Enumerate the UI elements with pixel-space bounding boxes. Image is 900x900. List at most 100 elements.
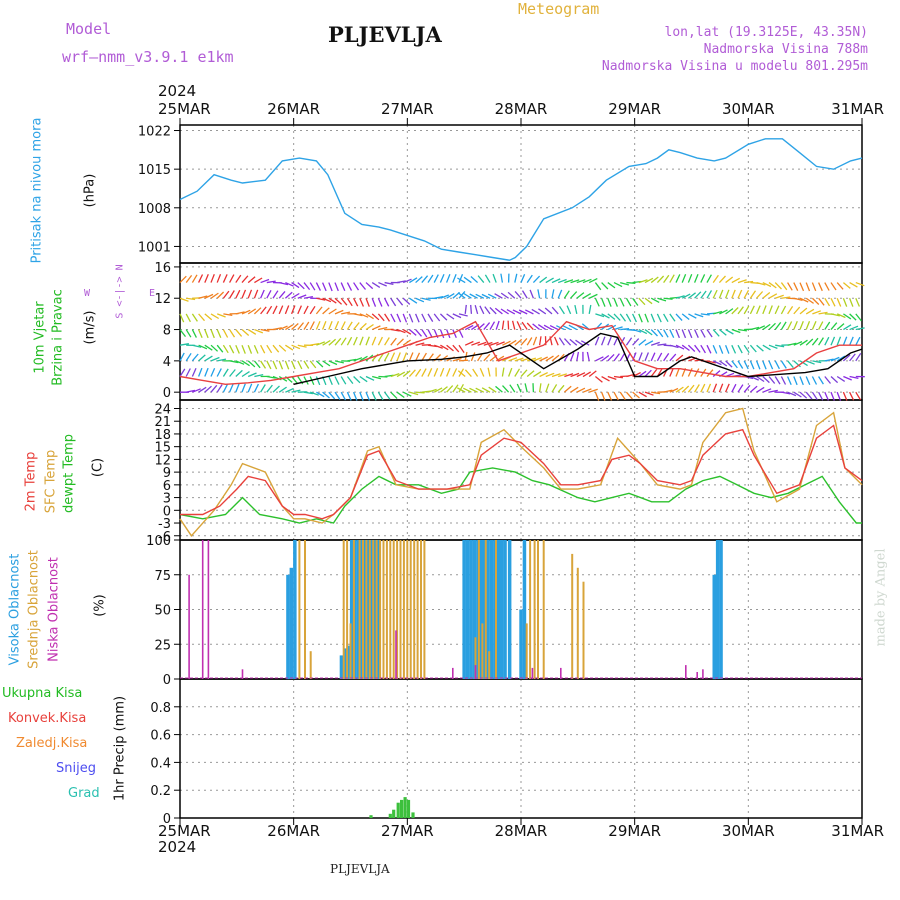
precip-bar	[396, 802, 400, 818]
mid-cloud-bar	[571, 553, 574, 679]
wind-arrow	[396, 280, 406, 284]
wind-arrow	[272, 290, 279, 299]
wind-arrow	[650, 369, 658, 377]
pressure-line	[179, 138, 863, 261]
wind-arrow	[484, 274, 491, 283]
wind-arrow	[780, 282, 788, 291]
wind-arrow	[247, 360, 256, 368]
wind-arrow	[452, 273, 457, 283]
wind-arrow	[613, 281, 623, 288]
wind-arrow	[749, 344, 757, 353]
wind-arrow	[272, 385, 280, 393]
wind-arrow	[724, 289, 730, 299]
wind-arrow	[842, 282, 851, 289]
wind-arrow	[458, 274, 464, 283]
wind-arrow	[266, 344, 273, 354]
wind-arrow	[768, 282, 777, 289]
wind-arrow	[588, 304, 592, 315]
wind-arrow	[507, 367, 513, 377]
wind-arrow	[632, 391, 640, 399]
wind-arrow	[179, 352, 185, 362]
wind-arrow	[675, 344, 685, 350]
high-cloud-bar	[360, 540, 364, 679]
precip-bar	[388, 813, 392, 818]
wind-arrow	[545, 277, 554, 284]
wind-arrow	[632, 328, 642, 333]
wind-arrow	[836, 297, 842, 307]
wind-arrow	[440, 344, 449, 351]
wind-arrow	[278, 305, 284, 315]
wind-arrow	[241, 289, 247, 299]
wind-arrow	[663, 389, 673, 393]
wind-arrow	[402, 352, 408, 362]
wind-arrow	[712, 370, 721, 378]
wind-arrow	[694, 368, 700, 377]
wind-arrow	[179, 275, 187, 284]
mid-cloud-bar	[409, 540, 412, 679]
wind-arrow	[842, 336, 848, 346]
wind-arrow	[346, 376, 354, 384]
wind-arrow	[644, 277, 654, 284]
date-label-top: 27MAR	[381, 100, 434, 118]
wind-arrow	[272, 305, 278, 315]
mid-cloud-bar	[382, 540, 385, 679]
wind-arrow	[600, 391, 606, 401]
wind-arrow	[529, 289, 535, 299]
wind-arrow	[539, 372, 548, 378]
high-cloud-bar	[339, 655, 344, 679]
wind-arrow	[359, 282, 367, 290]
wind-arrow	[316, 341, 326, 346]
wind-arrow	[725, 328, 734, 335]
wind-arrow	[500, 273, 504, 283]
wind-arrow	[830, 282, 837, 291]
wind-arrow	[260, 360, 267, 369]
high-cloud-bar	[503, 540, 507, 679]
y-tick-label: 25	[154, 638, 171, 653]
wind-arrow	[532, 323, 541, 331]
date-label-bottom: 30MAR	[722, 822, 775, 840]
wind-arrow	[439, 313, 448, 321]
y-tick-label: 21	[154, 415, 171, 430]
wind-arrow	[574, 304, 578, 315]
wind-arrow	[241, 344, 246, 354]
wind-arrow	[805, 320, 811, 330]
wind-arrow	[588, 293, 598, 299]
wind-arrow	[247, 308, 257, 315]
wind-arrow	[291, 376, 298, 384]
wind-arrow	[799, 339, 808, 346]
wind-arrow	[390, 297, 397, 307]
wind-arrow	[470, 304, 473, 314]
high-cloud-bar	[507, 540, 512, 679]
wind-arrow	[849, 325, 859, 331]
precip-bar	[369, 815, 373, 818]
wind-arrow	[229, 290, 235, 299]
mid-cloud-bar	[368, 540, 371, 679]
y-tick-label: 24	[154, 402, 171, 417]
low-cloud-bar	[685, 665, 687, 679]
wind-arrow	[235, 360, 245, 365]
wind-arrow	[402, 391, 412, 397]
panel-frame	[179, 678, 863, 819]
wind-arrow	[216, 291, 225, 299]
date-label-bottom: 28MAR	[495, 822, 548, 840]
y-tick-label: 9	[163, 466, 171, 481]
wind-arrow	[456, 387, 466, 393]
wind-arrow	[737, 344, 743, 354]
wind-arrow	[328, 320, 333, 330]
wind-arrow	[799, 360, 808, 367]
wind-arrow	[409, 391, 419, 396]
high-cloud-bar	[377, 540, 381, 679]
y-tick-label: 0	[163, 504, 171, 519]
wind-arrow	[483, 353, 491, 362]
wind-arrow	[353, 313, 363, 317]
date-label-bottom: 29MAR	[608, 822, 661, 840]
wind-arrow	[278, 360, 284, 370]
high-cloud-bar	[519, 609, 523, 679]
wind-arrow	[433, 274, 439, 283]
wind-arrow	[216, 384, 223, 393]
wind-arrow	[743, 305, 750, 315]
wind-arrow	[334, 337, 342, 346]
wind-arrow	[415, 329, 422, 337]
wind-arrow	[396, 313, 402, 323]
wind-arrow	[818, 376, 824, 385]
